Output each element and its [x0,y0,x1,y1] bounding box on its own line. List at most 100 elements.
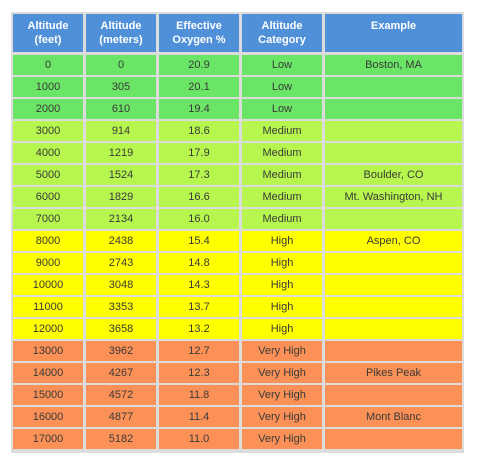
cell-example [325,275,462,295]
cell-altitude-category: Low [242,77,322,97]
cell-altitude-meters: 305 [86,77,156,97]
cell-altitude-feet: 11000 [13,297,83,317]
altitude-oxygen-table: Altitude (feet) Altitude (meters) Effect… [11,12,464,453]
header-altitude-feet: Altitude (feet) [13,14,83,52]
header-line: Category [258,34,306,46]
cell-example [325,319,462,339]
cell-effective-oxygen: 17.3 [159,165,239,185]
cell-altitude-feet: 3000 [13,121,83,141]
cell-example [325,99,462,119]
cell-altitude-meters: 2438 [86,231,156,251]
cell-altitude-feet: 9000 [13,253,83,273]
cell-altitude-category: High [242,297,322,317]
cell-altitude-category: Low [242,99,322,119]
cell-effective-oxygen: 14.8 [159,253,239,273]
cell-example: Pikes Peak [325,363,462,383]
cell-example [325,77,462,97]
cell-altitude-meters: 4267 [86,363,156,383]
cell-example: Aspen, CO [325,231,462,251]
cell-altitude-feet: 0 [13,55,83,75]
cell-altitude-meters: 1219 [86,143,156,163]
cell-effective-oxygen: 12.3 [159,363,239,383]
cell-altitude-category: High [242,319,322,339]
cell-altitude-feet: 15000 [13,385,83,405]
cell-effective-oxygen: 11.8 [159,385,239,405]
cell-altitude-meters: 1524 [86,165,156,185]
cell-altitude-feet: 17000 [13,429,83,449]
cell-altitude-meters: 914 [86,121,156,141]
cell-altitude-meters: 3048 [86,275,156,295]
header-line: Altitude [100,20,142,32]
cell-altitude-feet: 16000 [13,407,83,427]
cell-altitude-category: Medium [242,121,322,141]
cell-example [325,209,462,229]
cell-example [325,143,462,163]
cell-effective-oxygen: 16.6 [159,187,239,207]
cell-altitude-category: High [242,253,322,273]
header-line: Altitude [261,20,303,32]
cell-effective-oxygen: 20.9 [159,55,239,75]
cell-effective-oxygen: 20.1 [159,77,239,97]
cell-altitude-feet: 8000 [13,231,83,251]
cell-example: Boulder, CO [325,165,462,185]
cell-example [325,429,462,449]
cell-altitude-category: Very High [242,429,322,449]
cell-example [325,297,462,317]
cell-altitude-feet: 13000 [13,341,83,361]
cell-effective-oxygen: 12.7 [159,341,239,361]
cell-altitude-meters: 0 [86,55,156,75]
cell-altitude-meters: 2134 [86,209,156,229]
cell-effective-oxygen: 11.0 [159,429,239,449]
cell-altitude-meters: 4572 [86,385,156,405]
cell-altitude-category: Very High [242,341,322,361]
cell-altitude-feet: 2000 [13,99,83,119]
cell-altitude-category: Medium [242,209,322,229]
header-altitude-category: Altitude Category [242,14,322,52]
cell-altitude-category: Very High [242,363,322,383]
cell-altitude-feet: 10000 [13,275,83,295]
cell-altitude-feet: 5000 [13,165,83,185]
header-line: Altitude [27,20,69,32]
header-line: (meters) [99,34,143,46]
cell-example [325,385,462,405]
cell-example: Boston, MA [325,55,462,75]
cell-altitude-meters: 4877 [86,407,156,427]
cell-example: Mont Blanc [325,407,462,427]
cell-altitude-category: Low [242,55,322,75]
cell-effective-oxygen: 13.2 [159,319,239,339]
cell-altitude-category: Very High [242,407,322,427]
cell-effective-oxygen: 19.4 [159,99,239,119]
cell-altitude-category: Very High [242,385,322,405]
header-example: Example [325,14,462,52]
cell-effective-oxygen: 15.4 [159,231,239,251]
cell-effective-oxygen: 18.6 [159,121,239,141]
cell-altitude-feet: 6000 [13,187,83,207]
cell-altitude-category: Medium [242,143,322,163]
cell-altitude-meters: 610 [86,99,156,119]
cell-effective-oxygen: 14.3 [159,275,239,295]
cell-altitude-category: High [242,231,322,251]
cell-altitude-feet: 4000 [13,143,83,163]
header-line: Example [370,20,417,32]
cell-altitude-meters: 5182 [86,429,156,449]
cell-altitude-meters: 1829 [86,187,156,207]
cell-altitude-category: High [242,275,322,295]
cell-example [325,121,462,141]
cell-example: Mt. Washington, NH [325,187,462,207]
cell-effective-oxygen: 11.4 [159,407,239,427]
cell-effective-oxygen: 16.0 [159,209,239,229]
cell-altitude-meters: 2743 [86,253,156,273]
cell-altitude-category: Medium [242,187,322,207]
cell-altitude-feet: 12000 [13,319,83,339]
cell-altitude-meters: 3353 [86,297,156,317]
header-line: Oxygen % [172,34,226,46]
cell-altitude-feet: 1000 [13,77,83,97]
cell-effective-oxygen: 17.9 [159,143,239,163]
cell-altitude-meters: 3658 [86,319,156,339]
header-line: Effective [176,20,222,32]
cell-altitude-meters: 3962 [86,341,156,361]
cell-altitude-feet: 7000 [13,209,83,229]
cell-altitude-category: Medium [242,165,322,185]
header-altitude-meters: Altitude (meters) [86,14,156,52]
cell-altitude-feet: 14000 [13,363,83,383]
